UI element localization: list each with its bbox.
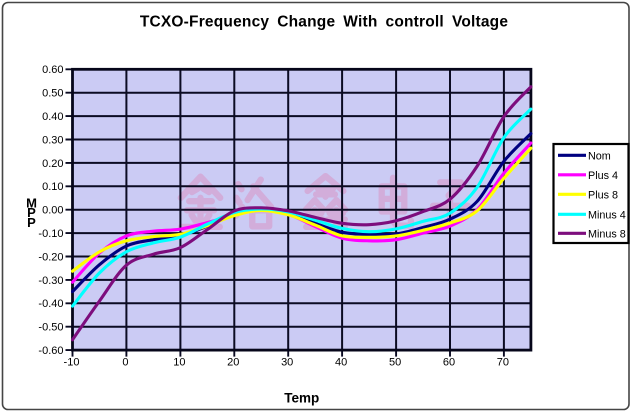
svg-text:0.30: 0.30 (42, 134, 63, 146)
svg-text:P: P (27, 205, 36, 220)
svg-text:0.00: 0.00 (42, 205, 63, 217)
svg-text:Nom: Nom (588, 150, 611, 162)
svg-text:M: M (26, 195, 37, 210)
svg-text:TCXO-Frequency Change With con: TCXO-Frequency Change With controll Volt… (140, 14, 509, 31)
svg-text:Plus 8: Plus 8 (588, 189, 618, 201)
svg-text:0.40: 0.40 (42, 111, 63, 123)
svg-text:-0.30: -0.30 (38, 275, 63, 287)
svg-text:-0.50: -0.50 (38, 322, 63, 334)
svg-text:Plus 4: Plus 4 (588, 170, 618, 182)
svg-text:Temp: Temp (284, 391, 319, 406)
svg-text:30: 30 (281, 357, 293, 369)
svg-text:-10: -10 (64, 357, 80, 369)
svg-text:0.60: 0.60 (42, 64, 63, 76)
svg-text:0.10: 0.10 (42, 181, 63, 193)
svg-text:70: 70 (497, 357, 509, 369)
svg-text:-0.20: -0.20 (38, 251, 63, 263)
svg-text:0.20: 0.20 (42, 158, 63, 170)
svg-text:Minus 8: Minus 8 (588, 228, 626, 240)
svg-text:20: 20 (227, 357, 239, 369)
svg-text:-0.10: -0.10 (38, 228, 63, 240)
svg-text:40: 40 (335, 357, 347, 369)
svg-text:0.50: 0.50 (42, 88, 63, 100)
svg-text:-0.40: -0.40 (38, 298, 63, 310)
svg-text:Minus 4: Minus 4 (588, 209, 626, 221)
svg-text:P: P (27, 215, 36, 230)
svg-text:-0.60: -0.60 (38, 345, 63, 357)
svg-text:50: 50 (389, 357, 401, 369)
svg-text:10: 10 (173, 357, 185, 369)
svg-text:0: 0 (122, 357, 128, 369)
svg-text:60: 60 (443, 357, 455, 369)
